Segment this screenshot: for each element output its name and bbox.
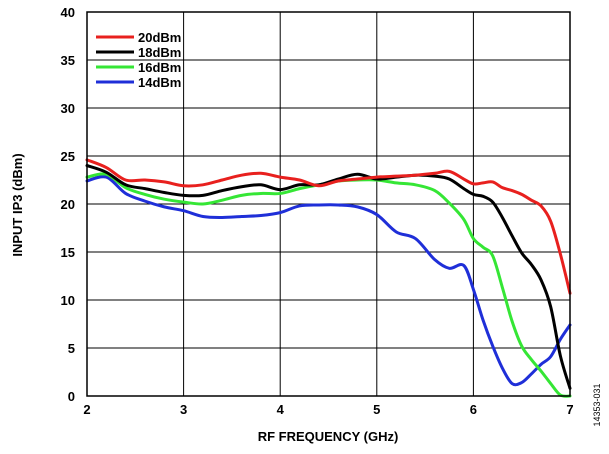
y-tick-label: 10 bbox=[61, 293, 75, 308]
y-tick-label: 25 bbox=[61, 149, 75, 164]
legend-label-16dbm: 16dBm bbox=[138, 60, 181, 75]
figure-id-label: 14353-031 bbox=[592, 383, 602, 426]
y-tick-label: 15 bbox=[61, 245, 75, 260]
x-axis-title: RF FREQUENCY (GHz) bbox=[258, 429, 399, 444]
y-tick-label: 20 bbox=[61, 197, 75, 212]
y-tick-label: 5 bbox=[68, 341, 75, 356]
x-tick-label: 3 bbox=[180, 402, 187, 417]
y-tick-label: 0 bbox=[68, 389, 75, 404]
series-line-14dbm bbox=[85, 175, 572, 387]
y-tick-label: 30 bbox=[61, 101, 75, 116]
series-line-18dbm bbox=[85, 164, 572, 390]
x-tick-label: 6 bbox=[470, 402, 477, 417]
legend-label-14dbm: 14dBm bbox=[138, 75, 181, 90]
x-tick-label: 4 bbox=[277, 402, 285, 417]
series-line-16dbm bbox=[85, 172, 572, 398]
series-layer bbox=[85, 158, 572, 398]
plot-frame bbox=[86, 11, 571, 397]
grid-layer bbox=[87, 12, 570, 396]
legend-label-20dbm: 20dBm bbox=[138, 30, 181, 45]
legend-label-18dbm: 18dBm bbox=[138, 45, 181, 60]
x-tick-label: 5 bbox=[373, 402, 380, 417]
y-tick-label: 35 bbox=[61, 53, 75, 68]
x-tick-label: 7 bbox=[566, 402, 573, 417]
tick-labels: 2 3 4 5 6 7 0 5 10 15 20 25 30 35 40 bbox=[61, 5, 574, 417]
x-tick-label: 2 bbox=[83, 402, 90, 417]
y-axis-title: INPUT IP3 (dBm) bbox=[10, 153, 25, 256]
y-tick-label: 40 bbox=[61, 5, 75, 20]
series-line-20dbm bbox=[85, 158, 572, 295]
